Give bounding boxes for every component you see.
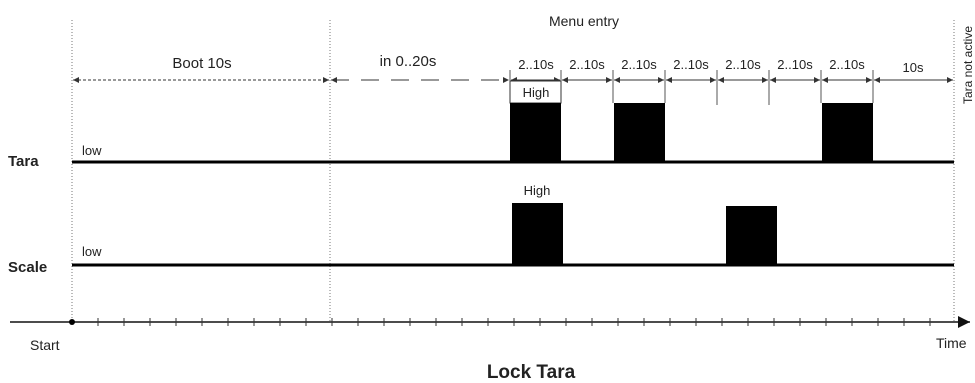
- wait-label: in 0..20s: [380, 53, 437, 70]
- scale-pulse-1: [512, 203, 563, 265]
- scale-signal-name: Scale: [8, 259, 47, 276]
- axis-end-label: Time: [936, 335, 967, 351]
- boot-label: Boot 10s: [172, 55, 231, 72]
- step-label-1: 2..10s: [518, 57, 554, 72]
- tara-pulse-2: [614, 103, 665, 162]
- start-point: [69, 319, 75, 325]
- step-label-4: 2..10s: [673, 57, 709, 72]
- tara-signal-name: Tara: [8, 153, 39, 170]
- step-ticks: [509, 70, 874, 105]
- tara-not-active-label: Tara not active: [961, 26, 975, 104]
- scale-low-label: low: [82, 244, 102, 259]
- time-axis-ticks: [97, 318, 931, 326]
- step-label-6: 2..10s: [777, 57, 813, 72]
- step-label-5: 2..10s: [725, 57, 761, 72]
- step-label-2: 2..10s: [569, 57, 605, 72]
- final-label: 10s: [903, 60, 924, 75]
- tara-pulse-3: [822, 103, 873, 162]
- tara-high-label: High: [523, 85, 550, 100]
- diagram-title: Lock Tara: [487, 362, 576, 383]
- tara-pulse-1: [510, 103, 561, 162]
- axis-start-label: Start: [30, 337, 60, 353]
- scale-pulse-2: [726, 206, 777, 265]
- step-label-7: 2..10s: [829, 57, 865, 72]
- tara-low-label: low: [82, 143, 102, 158]
- menu-entry-label: Menu entry: [549, 13, 619, 29]
- scale-high-label: High: [524, 183, 551, 198]
- step-label-3: 2..10s: [621, 57, 657, 72]
